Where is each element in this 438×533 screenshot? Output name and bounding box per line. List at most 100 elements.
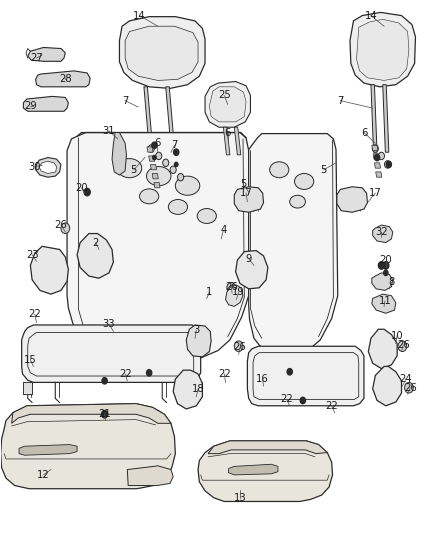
Polygon shape — [154, 182, 160, 188]
Polygon shape — [173, 370, 202, 409]
Polygon shape — [147, 147, 153, 152]
Circle shape — [374, 155, 380, 161]
Polygon shape — [21, 325, 201, 382]
Polygon shape — [150, 165, 156, 169]
Polygon shape — [209, 87, 246, 122]
Text: 26: 26 — [55, 220, 67, 230]
Circle shape — [173, 149, 179, 156]
Circle shape — [177, 173, 184, 181]
Text: 3: 3 — [193, 325, 199, 335]
Circle shape — [300, 397, 305, 403]
Text: 14: 14 — [364, 11, 377, 21]
Polygon shape — [30, 246, 68, 294]
Text: 10: 10 — [391, 330, 403, 341]
Text: 29: 29 — [24, 101, 37, 111]
Polygon shape — [357, 19, 409, 80]
Polygon shape — [166, 87, 173, 133]
Polygon shape — [39, 161, 57, 173]
Text: 20: 20 — [379, 255, 392, 265]
Circle shape — [162, 159, 169, 166]
Text: 25: 25 — [218, 90, 231, 100]
Polygon shape — [77, 233, 113, 278]
Polygon shape — [149, 156, 155, 161]
Circle shape — [152, 156, 156, 160]
Text: 28: 28 — [59, 75, 72, 84]
Text: 18: 18 — [192, 384, 205, 394]
Polygon shape — [373, 367, 402, 406]
Polygon shape — [35, 158, 61, 177]
Polygon shape — [144, 87, 151, 133]
Polygon shape — [198, 441, 332, 502]
Text: 31: 31 — [102, 126, 115, 136]
Circle shape — [372, 145, 378, 152]
Polygon shape — [192, 382, 201, 394]
Polygon shape — [337, 187, 367, 212]
Polygon shape — [125, 26, 198, 80]
Polygon shape — [186, 325, 211, 357]
Polygon shape — [234, 187, 264, 212]
Polygon shape — [374, 163, 381, 168]
Text: 9: 9 — [246, 254, 252, 263]
Polygon shape — [226, 285, 243, 306]
Polygon shape — [22, 382, 32, 394]
Text: 5: 5 — [131, 165, 137, 175]
Circle shape — [386, 161, 392, 167]
Polygon shape — [372, 273, 393, 290]
Polygon shape — [372, 146, 378, 151]
Text: 12: 12 — [37, 470, 50, 480]
Text: 26: 26 — [397, 340, 410, 350]
Text: 27: 27 — [30, 53, 43, 63]
Text: 22: 22 — [119, 369, 131, 379]
Polygon shape — [350, 12, 416, 87]
Text: 6: 6 — [154, 138, 160, 148]
Ellipse shape — [197, 208, 216, 223]
Circle shape — [385, 161, 391, 168]
Polygon shape — [208, 441, 327, 454]
Circle shape — [405, 382, 413, 393]
Circle shape — [61, 223, 70, 233]
Polygon shape — [368, 329, 397, 368]
Polygon shape — [372, 294, 396, 313]
Text: 15: 15 — [24, 354, 37, 365]
Circle shape — [148, 145, 154, 152]
Polygon shape — [22, 382, 32, 394]
Polygon shape — [35, 71, 90, 87]
Polygon shape — [383, 85, 389, 152]
Text: 33: 33 — [103, 319, 115, 329]
Text: 22: 22 — [280, 394, 293, 405]
Text: 32: 32 — [375, 227, 388, 237]
Circle shape — [383, 262, 389, 269]
Text: 21: 21 — [98, 409, 111, 419]
Circle shape — [155, 152, 162, 160]
Polygon shape — [234, 127, 241, 155]
Polygon shape — [247, 346, 364, 406]
Ellipse shape — [147, 166, 171, 185]
Text: 5: 5 — [321, 165, 327, 175]
Polygon shape — [67, 133, 249, 362]
Polygon shape — [249, 134, 338, 356]
Text: 5: 5 — [240, 179, 246, 189]
Polygon shape — [236, 251, 268, 289]
Circle shape — [174, 163, 178, 166]
Circle shape — [170, 166, 176, 173]
Text: 26: 26 — [404, 383, 417, 393]
Text: 16: 16 — [256, 374, 269, 384]
Text: 26: 26 — [225, 282, 237, 292]
Text: 22: 22 — [218, 369, 231, 379]
Text: 8: 8 — [389, 278, 395, 287]
Polygon shape — [23, 96, 68, 111]
Polygon shape — [152, 173, 158, 179]
Text: 7: 7 — [122, 95, 128, 106]
Text: 23: 23 — [26, 250, 39, 260]
Circle shape — [287, 368, 292, 375]
Polygon shape — [229, 464, 278, 475]
Text: 22: 22 — [325, 401, 338, 411]
Text: 24: 24 — [399, 374, 412, 384]
Polygon shape — [373, 154, 379, 159]
Polygon shape — [223, 127, 230, 155]
Text: 17: 17 — [240, 188, 252, 198]
Ellipse shape — [294, 173, 314, 189]
Ellipse shape — [168, 199, 187, 214]
Polygon shape — [28, 47, 65, 61]
Polygon shape — [12, 403, 171, 423]
